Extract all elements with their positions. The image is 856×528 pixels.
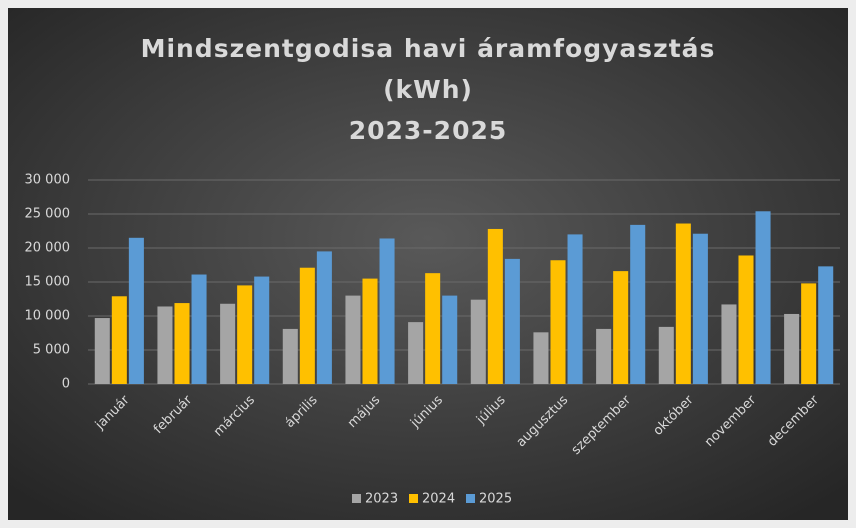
bar [550, 260, 566, 384]
bar [567, 234, 583, 384]
bar [801, 283, 817, 384]
bar [470, 299, 486, 384]
bar [220, 303, 236, 384]
bar [596, 328, 612, 384]
bar [237, 285, 253, 384]
bar [128, 237, 144, 384]
bar [362, 278, 378, 384]
legend-swatch [466, 494, 475, 503]
bar [174, 303, 190, 384]
bar [818, 266, 834, 384]
bar [533, 332, 549, 384]
bar [504, 258, 520, 384]
bar [408, 322, 424, 384]
y-tick-label: 15 000 [25, 275, 71, 290]
bar [191, 274, 207, 384]
legend-swatch [352, 494, 361, 503]
bar [613, 271, 629, 384]
legend-label: 2023 [365, 492, 398, 507]
bar [316, 251, 332, 384]
legend-label: 2025 [479, 492, 512, 507]
chart-background [8, 8, 848, 520]
bar [755, 211, 771, 384]
y-tick-label: 5 000 [33, 343, 70, 358]
bar [94, 318, 110, 384]
bar [675, 223, 691, 384]
chart-title: 2023-2025 [349, 116, 508, 145]
bar [425, 273, 441, 384]
legend-label: 2024 [422, 492, 455, 507]
chart-title: Mindszentgodisa havi áramfogyasztás [141, 34, 716, 63]
y-tick-label: 20 000 [25, 241, 71, 256]
bar [254, 276, 270, 384]
bar [738, 255, 754, 384]
bar [111, 296, 127, 384]
bar [299, 267, 315, 384]
bar [784, 313, 800, 384]
bar [442, 295, 458, 384]
bar [157, 306, 173, 384]
y-tick-label: 0 [62, 377, 70, 392]
bar [658, 326, 674, 384]
legend-swatch [409, 494, 418, 503]
bar [379, 238, 395, 384]
bar [282, 328, 298, 384]
y-tick-label: 30 000 [25, 173, 71, 188]
bar [345, 295, 361, 384]
bar [630, 224, 646, 384]
bar [487, 228, 503, 384]
chart-title: (kWh) [383, 75, 473, 104]
y-tick-label: 25 000 [25, 207, 71, 222]
bar [692, 233, 708, 384]
bar [721, 304, 737, 384]
y-tick-label: 10 000 [25, 309, 71, 324]
